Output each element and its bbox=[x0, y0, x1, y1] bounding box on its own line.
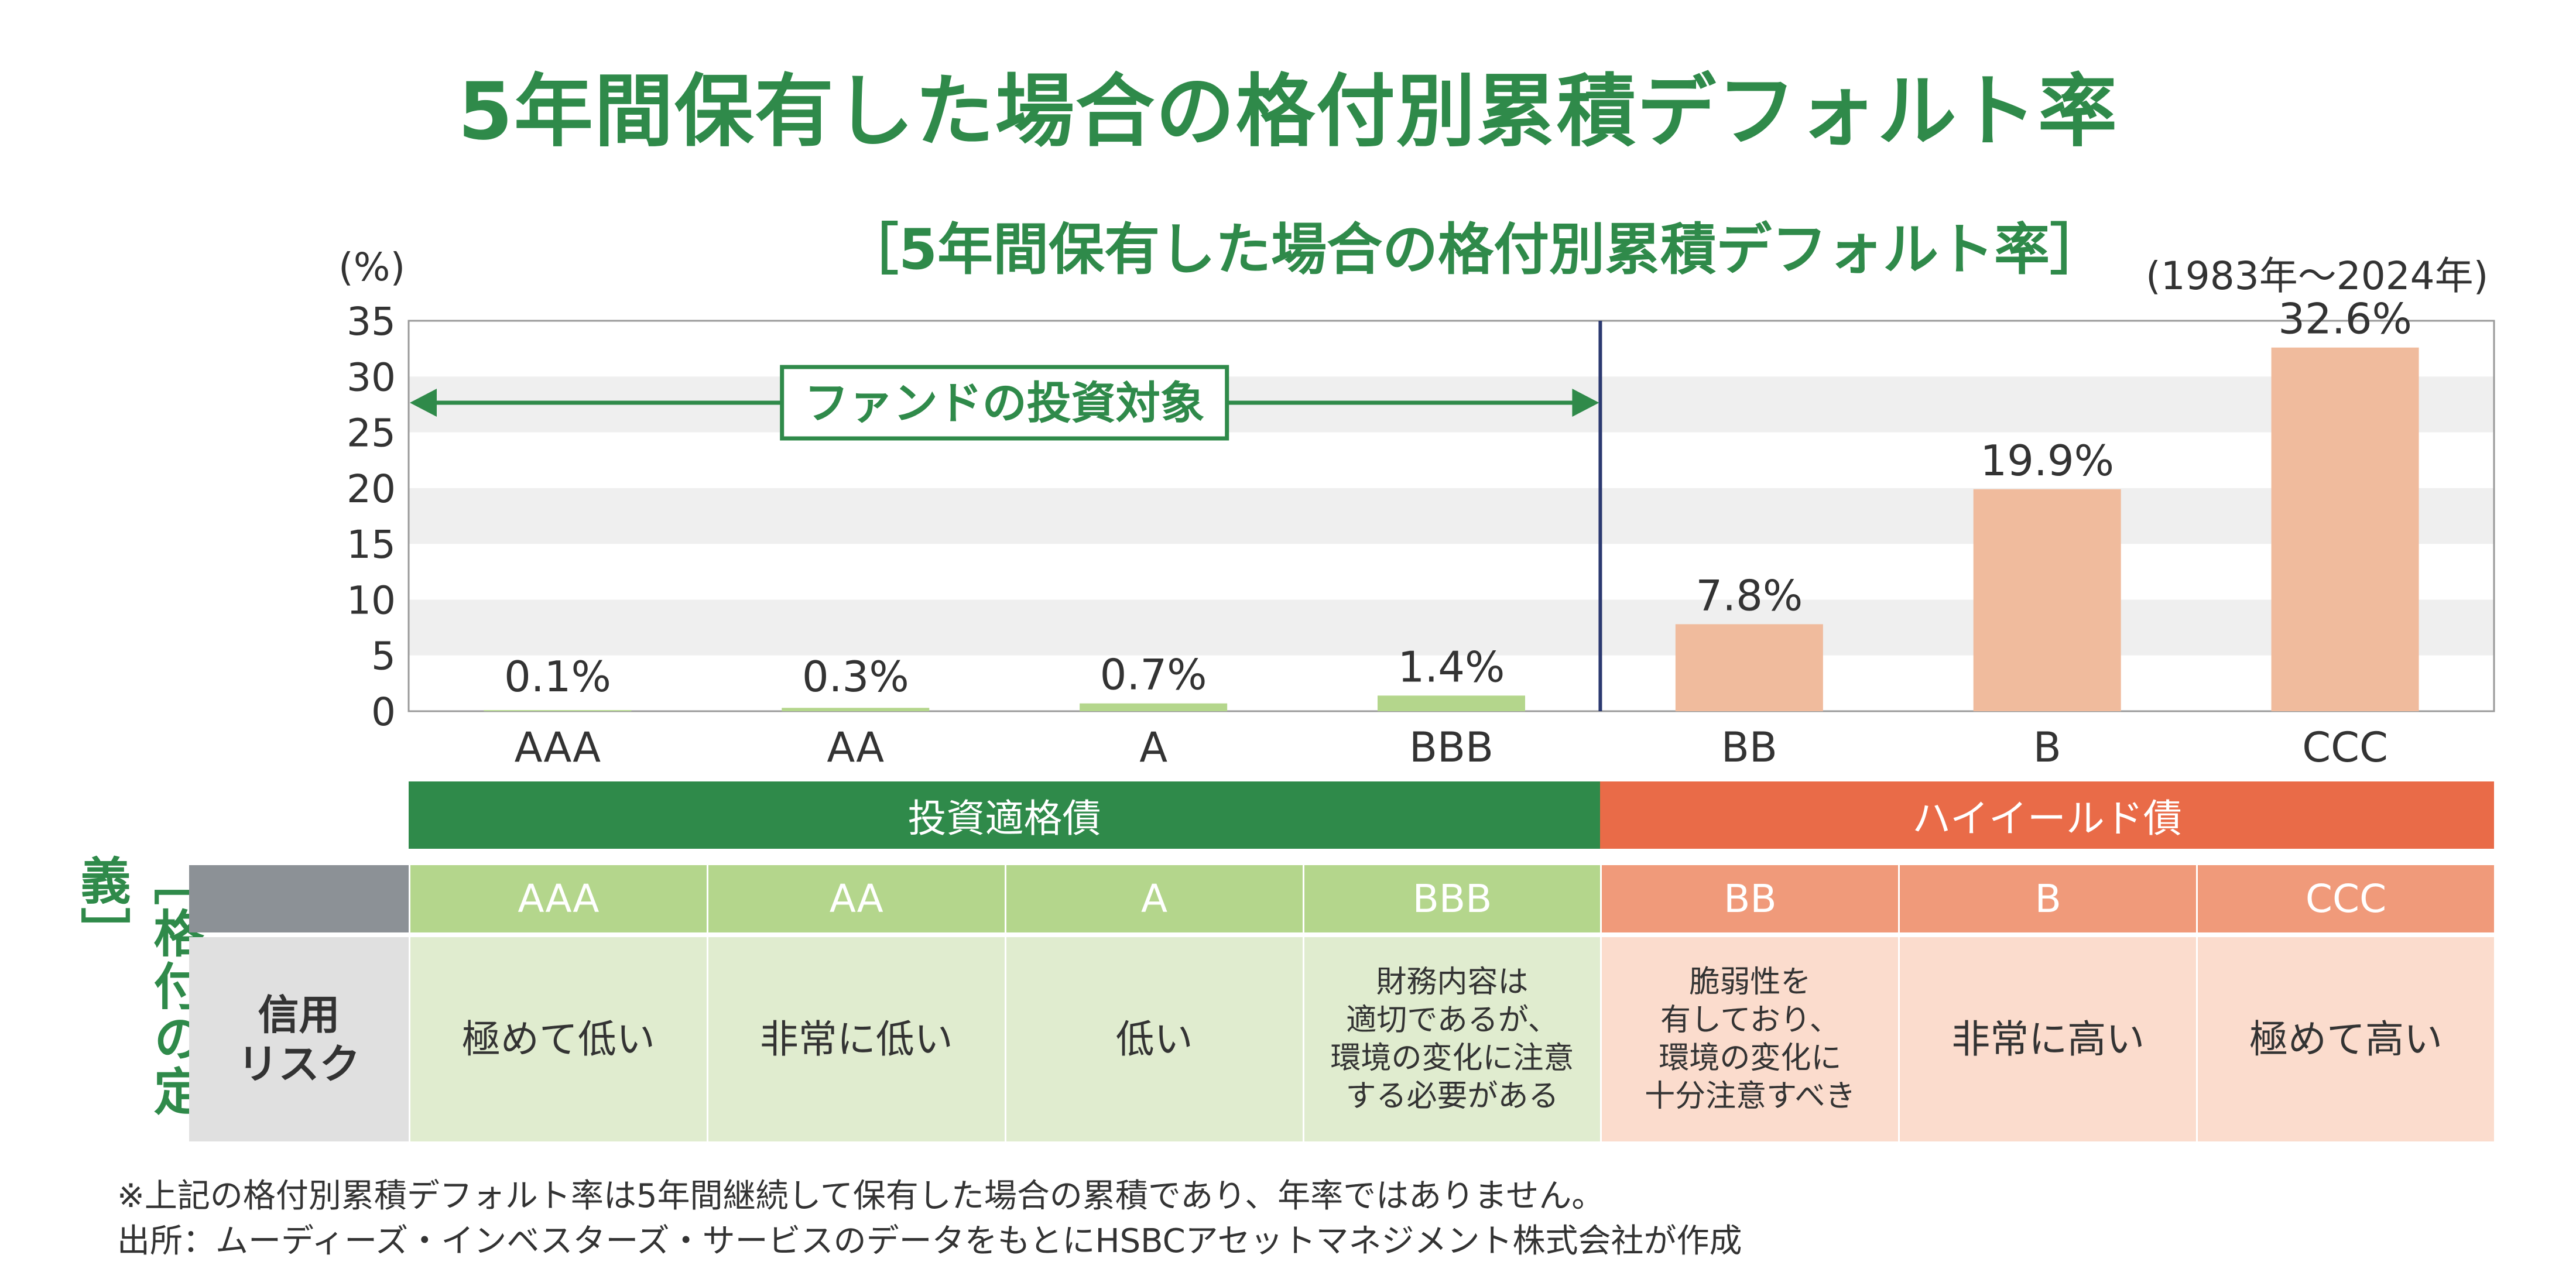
risk-cell-aa: 非常に低い bbox=[708, 937, 1005, 1141]
arrow-right-icon bbox=[1572, 389, 1599, 417]
risk-cell-ccc: 極めて高い bbox=[2198, 937, 2494, 1141]
data-label: 7.8% bbox=[1695, 571, 1803, 620]
y-tick-label: 35 bbox=[347, 299, 396, 344]
source-note: 出所：ムーディーズ・インベスターズ・サービスのデータをもとにHSBCアセットマネ… bbox=[117, 1222, 1742, 1260]
risk-cell-a: 低い bbox=[1006, 937, 1303, 1141]
data-label: 1.4% bbox=[1398, 642, 1505, 691]
bar-aaa bbox=[484, 710, 632, 711]
risk-cell-bb: 脆弱性を 有しており、 環境の変化に 十分注意すべき bbox=[1602, 937, 1899, 1141]
period-label: (1983年～2024年) bbox=[2146, 253, 2489, 299]
rating-definition-label: ［格付の定義］ bbox=[71, 855, 203, 1118]
rating-header-aa: AA bbox=[708, 865, 1005, 932]
high-yield-label: ハイイールド債 bbox=[1912, 795, 2182, 841]
bar-ccc bbox=[2271, 347, 2419, 711]
footnote: ※上記の格付別累積デフォルト率は5年間継続して保有した場合の累積であり、年率では… bbox=[117, 1177, 1605, 1215]
x-tick-label: CCC bbox=[2302, 723, 2388, 771]
data-label: 19.9% bbox=[1980, 436, 2114, 485]
bar-aa bbox=[782, 708, 930, 711]
data-label: 0.1% bbox=[504, 652, 611, 701]
x-tick-label: AAA bbox=[515, 723, 601, 771]
rating-definition-table: 信用 リスク AAA 極めて低い AA 非常に低い A 低い BBB 財務内容は 適切であるが、… bbox=[189, 865, 2494, 1141]
risk-cell-b: 非常に高い bbox=[1900, 937, 2197, 1141]
data-label: 32.6% bbox=[2278, 294, 2412, 344]
y-tick-label: 0 bbox=[371, 690, 396, 735]
rating-header-bb: BB bbox=[1602, 865, 1899, 932]
high-yield-band: ハイイールド債 bbox=[1600, 781, 2494, 849]
investment-grade-band: 投資適格債 bbox=[409, 781, 1600, 849]
bar-b bbox=[1973, 489, 2121, 711]
bar-bbb bbox=[1378, 695, 1525, 711]
row-header-credit-risk: 信用 リスク bbox=[189, 937, 409, 1141]
table-corner-cell bbox=[189, 865, 409, 932]
y-tick-label: 15 bbox=[347, 522, 396, 567]
annotation-box bbox=[780, 365, 1229, 441]
x-tick-label: B bbox=[2033, 723, 2061, 771]
investment-grade-label: 投資適格債 bbox=[907, 795, 1101, 841]
risk-cell-aaa: 極めて低い bbox=[410, 937, 707, 1141]
data-label: 0.3% bbox=[802, 652, 909, 701]
rating-header-b: B bbox=[1900, 865, 2197, 932]
bar-bb bbox=[1675, 624, 1823, 711]
rating-header-bbb: BBB bbox=[1304, 865, 1601, 932]
grid-band bbox=[409, 488, 2494, 544]
y-axis-unit: (%) bbox=[338, 245, 406, 290]
arrow-left-icon bbox=[410, 389, 437, 417]
y-tick-label: 30 bbox=[347, 355, 396, 400]
y-tick-label: 20 bbox=[347, 467, 396, 512]
main-title: 5年間保有した場合の格付別累積デフォルト率 bbox=[458, 66, 2118, 157]
rating-header-aaa: AAA bbox=[410, 865, 707, 932]
risk-cell-bbb: 財務内容は 適切であるが、 環境の変化に注意 する必要がある bbox=[1304, 937, 1601, 1141]
x-tick-label: BBB bbox=[1409, 723, 1493, 771]
x-tick-label: A bbox=[1139, 723, 1167, 771]
x-tick-label: BB bbox=[1721, 723, 1777, 771]
bar-chart: 051015202530350.1%AAA0.3%AA0.7%A1.4%BBB7… bbox=[347, 294, 2495, 771]
bar-a bbox=[1080, 703, 1228, 711]
data-label: 0.7% bbox=[1100, 650, 1207, 699]
rating-header-a: A bbox=[1006, 865, 1303, 932]
y-tick-label: 25 bbox=[347, 411, 396, 456]
chart-title: ［5年間保有した場合の格付別累積デフォルト率］ bbox=[843, 218, 2106, 282]
y-tick-label: 5 bbox=[371, 634, 396, 679]
grid-band bbox=[409, 599, 2494, 656]
rating-header-ccc: CCC bbox=[2198, 865, 2494, 932]
x-tick-label: AA bbox=[827, 723, 884, 771]
annotation-label: ファンドの投資対象 bbox=[804, 377, 1205, 429]
y-tick-label: 10 bbox=[347, 578, 396, 623]
